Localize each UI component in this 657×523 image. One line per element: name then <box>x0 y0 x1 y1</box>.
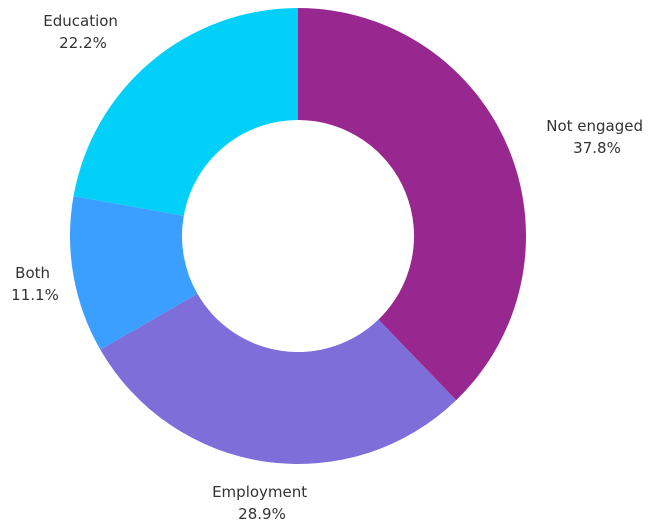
label-both: Both 11.1% <box>11 264 59 304</box>
label-education: Education 22.2% <box>43 12 122 52</box>
slice-both <box>70 196 198 350</box>
label-employment: Employment 28.9% <box>212 483 312 523</box>
slice-not-engaged <box>298 8 526 401</box>
label-employment-name: Employment <box>212 483 307 501</box>
label-not-engaged-name: Not engaged <box>546 117 643 135</box>
donut-slices <box>70 8 526 465</box>
label-not-engaged: Not engaged 37.8% <box>546 117 648 157</box>
slice-employment <box>100 293 457 465</box>
slice-education <box>73 8 298 216</box>
label-employment-value: 28.9% <box>238 505 286 523</box>
label-both-name: Both <box>15 264 50 282</box>
label-education-value: 22.2% <box>59 34 107 52</box>
label-not-engaged-value: 37.8% <box>573 139 621 157</box>
label-education-name: Education <box>43 12 118 30</box>
label-both-value: 11.1% <box>11 286 59 304</box>
